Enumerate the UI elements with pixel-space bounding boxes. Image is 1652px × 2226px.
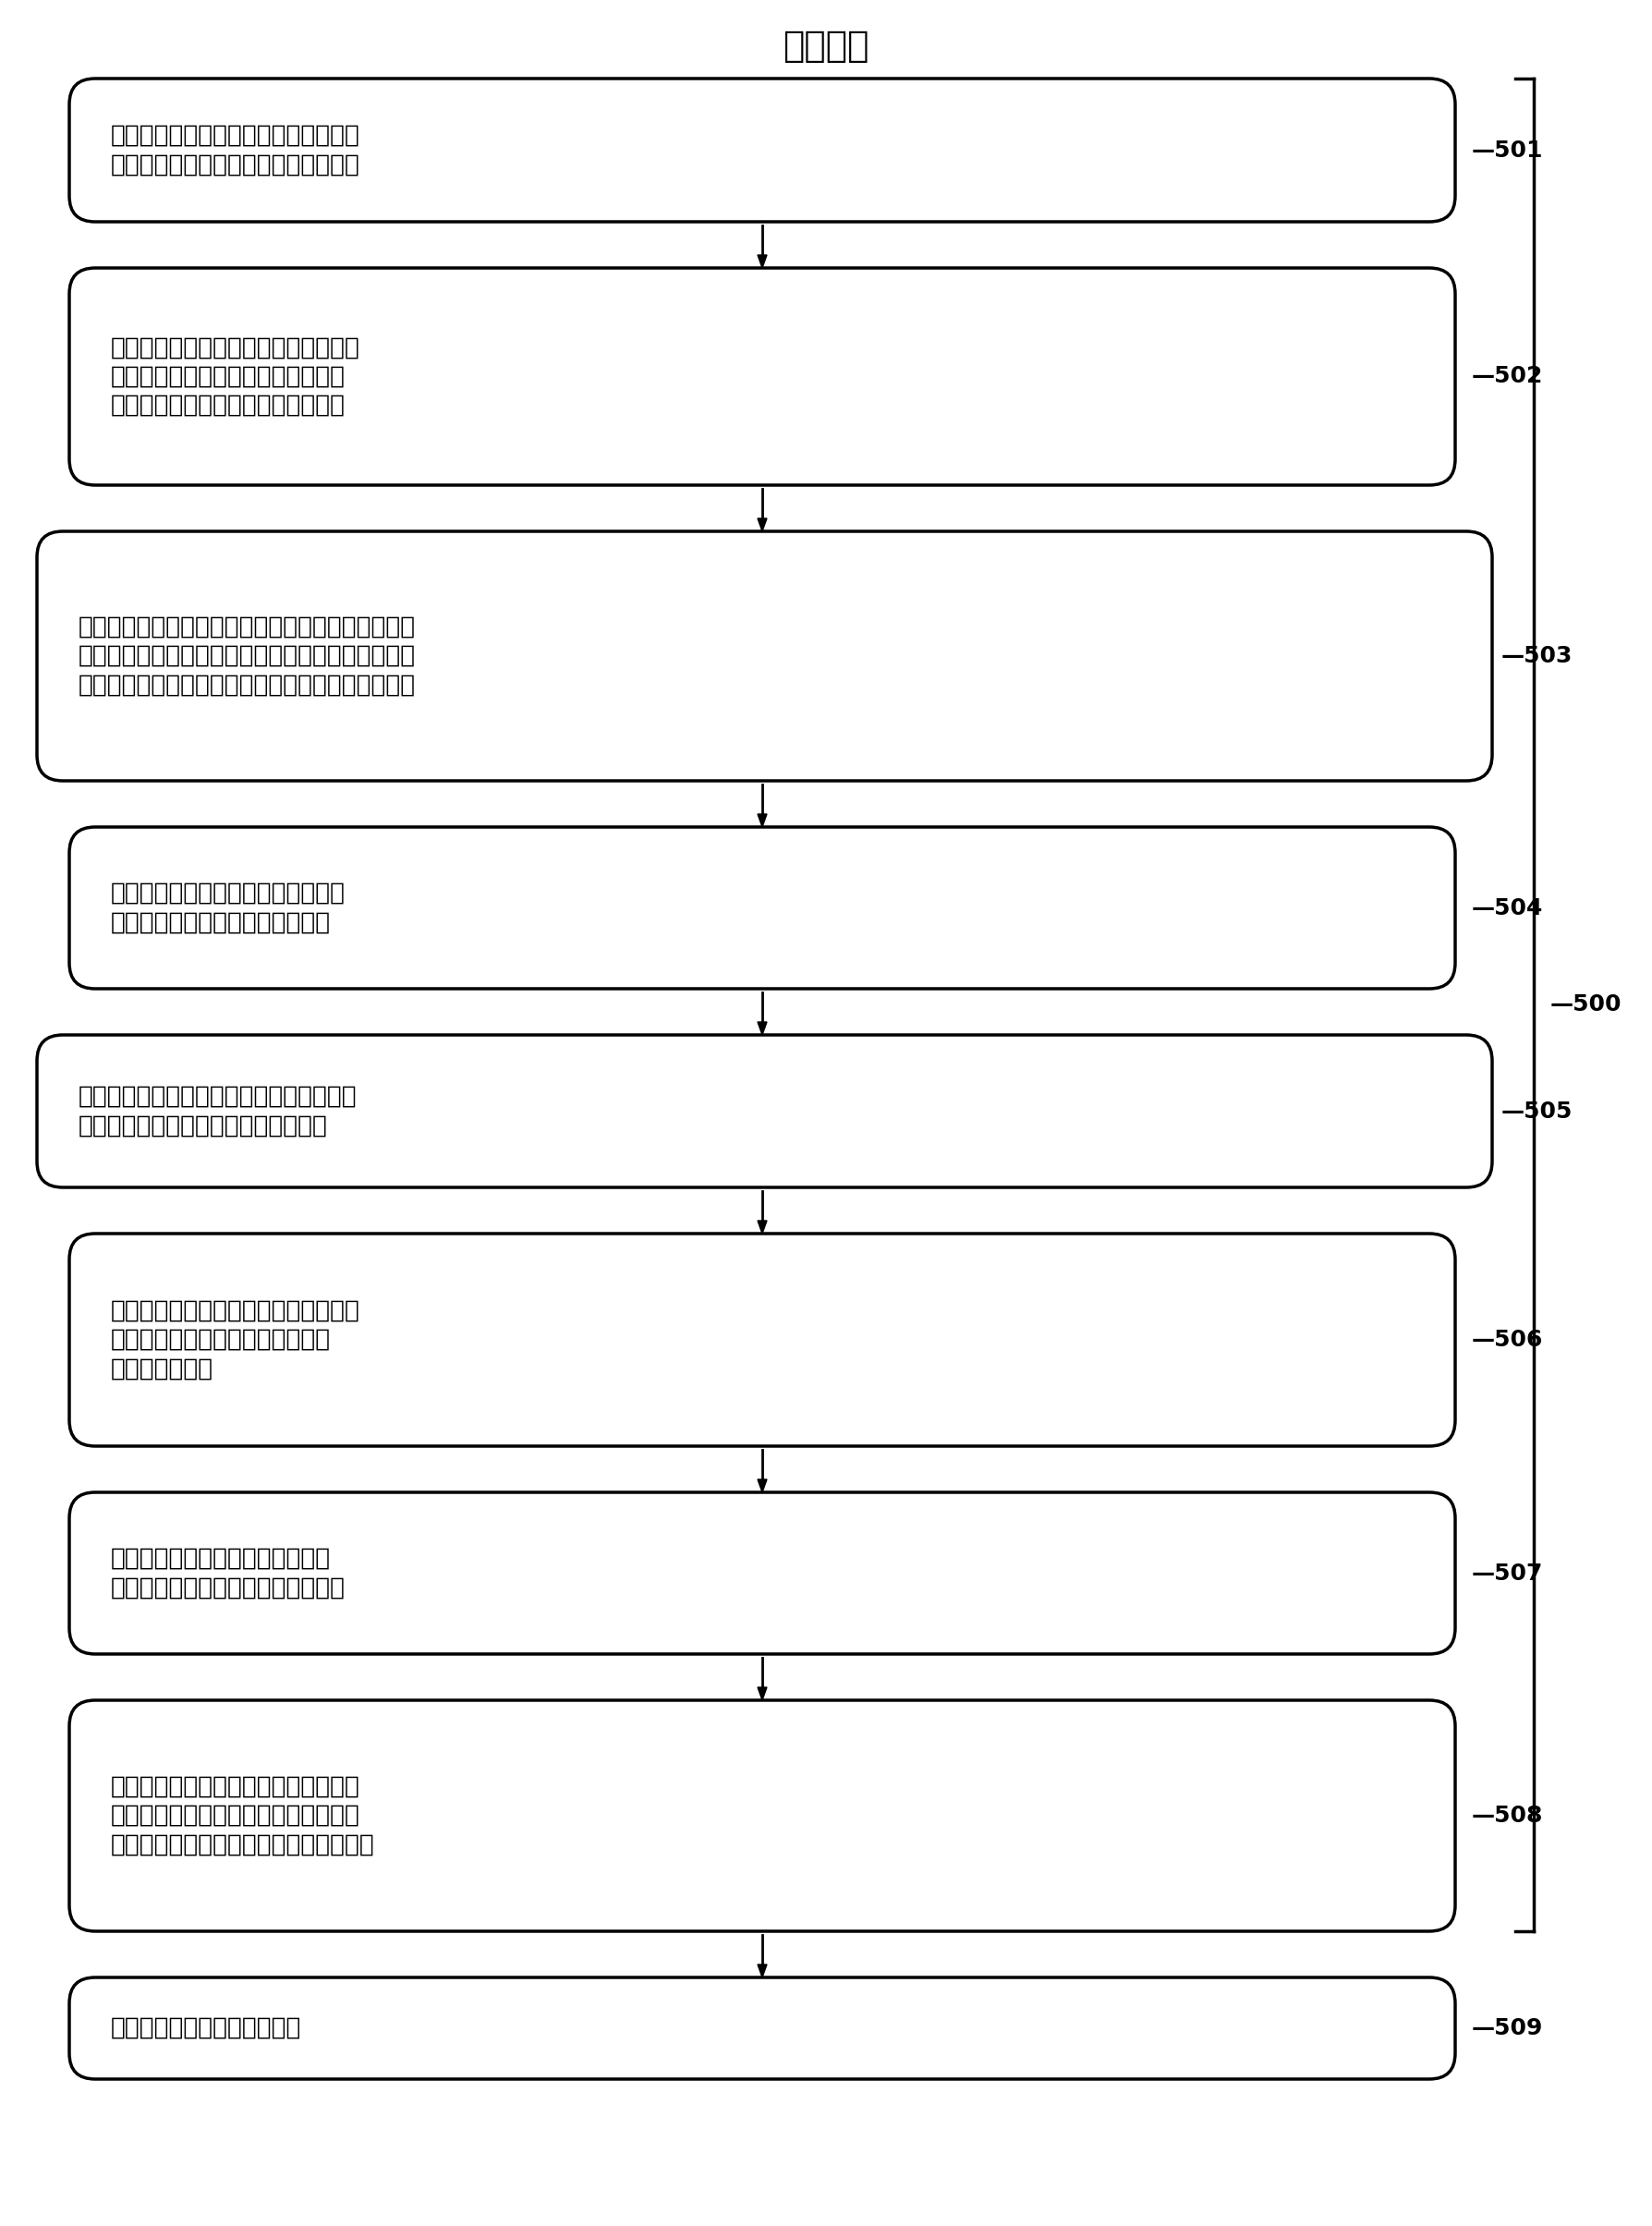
FancyBboxPatch shape xyxy=(69,1491,1455,1654)
Text: 黏结剂、塑化剂至球磨机内成混合浆料: 黏结剂、塑化剂至球磨机内成混合浆料 xyxy=(111,154,360,176)
Text: 再于两端镀上金属形成端电极，并放入: 再于两端镀上金属形成端电极，并放入 xyxy=(111,1803,360,1828)
Polygon shape xyxy=(758,1966,767,1977)
Polygon shape xyxy=(758,256,767,267)
Text: 熟导：再以离心研磨机让陶瓷粒边角不: 熟导：再以离心研磨机让陶瓷粒边角不 xyxy=(111,1298,360,1322)
Text: 烧除结：切割后生胚放入炉中令内部黏结剂: 烧除结：切割后生胚放入炉中令内部黏结剂 xyxy=(79,1084,357,1109)
Text: —505: —505 xyxy=(1502,1100,1573,1122)
FancyBboxPatch shape xyxy=(69,1233,1455,1447)
Text: 锐利，以利于陶瓷粒两端沾上引出: 锐利，以利于陶瓷粒两端沾上引出 xyxy=(111,1329,330,1351)
Polygon shape xyxy=(758,815,767,828)
Text: 向及纵向切割成所需要的产品尺寸: 向及纵向切割成所需要的产品尺寸 xyxy=(111,910,330,935)
Text: 切割：陶瓷片依裁切的对位线，由横: 切割：陶瓷片依裁切的对位线，由横 xyxy=(111,881,345,906)
Text: 电镀：将端电极表面镀上金属: 电镀：将端电极表面镀上金属 xyxy=(111,2017,302,2041)
FancyBboxPatch shape xyxy=(69,267,1455,485)
Text: —509: —509 xyxy=(1472,2017,1543,2039)
Polygon shape xyxy=(758,1022,767,1035)
FancyBboxPatch shape xyxy=(36,1035,1492,1186)
Text: 沾烧附：复数积层陶瓷电容植入载具，: 沾烧附：复数积层陶瓷电容植入载具， xyxy=(111,1774,360,1799)
Text: —507: —507 xyxy=(1472,1563,1543,1585)
FancyBboxPatch shape xyxy=(69,1977,1455,2079)
Text: 裂解而被去除，以高温度让生胚致密化: 裂解而被去除，以高温度让生胚致密化 xyxy=(79,1113,327,1137)
FancyBboxPatch shape xyxy=(36,532,1492,781)
Text: —504: —504 xyxy=(1472,897,1543,919)
FancyBboxPatch shape xyxy=(69,828,1455,988)
Text: —503: —503 xyxy=(1502,646,1573,668)
Text: —500: —500 xyxy=(1550,993,1622,1015)
Polygon shape xyxy=(758,1687,767,1701)
Text: 制带：混合浆料送到刮刀机容器内，调: 制带：混合浆料送到刮刀机容器内，调 xyxy=(111,336,360,361)
Text: 印刷机于陶瓷空白薄膜上印刷内电极，印有内电极的: 印刷机于陶瓷空白薄膜上印刷内电极，印有内电极的 xyxy=(79,643,416,668)
Polygon shape xyxy=(758,1220,767,1233)
Text: —508: —508 xyxy=(1472,1805,1543,1828)
Text: 生胚制程: 生胚制程 xyxy=(783,29,869,65)
Text: 个熟胚与一个以上熟胚表面进行黏合: 个熟胚与一个以上熟胚表面进行黏合 xyxy=(111,1576,345,1600)
FancyBboxPatch shape xyxy=(69,78,1455,223)
Polygon shape xyxy=(758,1480,767,1491)
Text: 黏合：使用陶瓷用黏着剂粘附于一: 黏合：使用陶瓷用黏着剂粘附于一 xyxy=(111,1547,330,1572)
Text: 导体（端电极）: 导体（端电极） xyxy=(111,1358,213,1380)
Polygon shape xyxy=(758,519,767,532)
Text: —506: —506 xyxy=(1472,1329,1543,1351)
Text: 调浆：研磨陶瓷粉体与溶剂、分散剂、: 调浆：研磨陶瓷粉体与溶剂、分散剂、 xyxy=(111,125,360,147)
Text: —501: —501 xyxy=(1472,138,1543,160)
Text: 膜后进行烘干，得到所需厚度的薄膜: 膜后进行烘干，得到所需厚度的薄膜 xyxy=(111,394,345,418)
FancyBboxPatch shape xyxy=(69,1701,1455,1932)
Text: 薄膜与未印有内电极的薄膜交替堆栈并压缩成陶瓷片: 薄膜与未印有内电极的薄膜交替堆栈并压缩成陶瓷片 xyxy=(79,672,416,697)
Text: 整刮刀与塑料载送膜距离，涂布成薄: 整刮刀与塑料载送膜距离，涂布成薄 xyxy=(111,365,345,390)
Text: 印送：选择薄膜、网版及内电极膏，以内电极膏利用: 印送：选择薄膜、网版及内电极膏，以内电极膏利用 xyxy=(79,614,416,639)
Text: 烧附炉中烧附，使其与陶瓷体的两端结合: 烧附炉中烧附，使其与陶瓷体的两端结合 xyxy=(111,1832,375,1856)
Text: —502: —502 xyxy=(1472,365,1543,387)
